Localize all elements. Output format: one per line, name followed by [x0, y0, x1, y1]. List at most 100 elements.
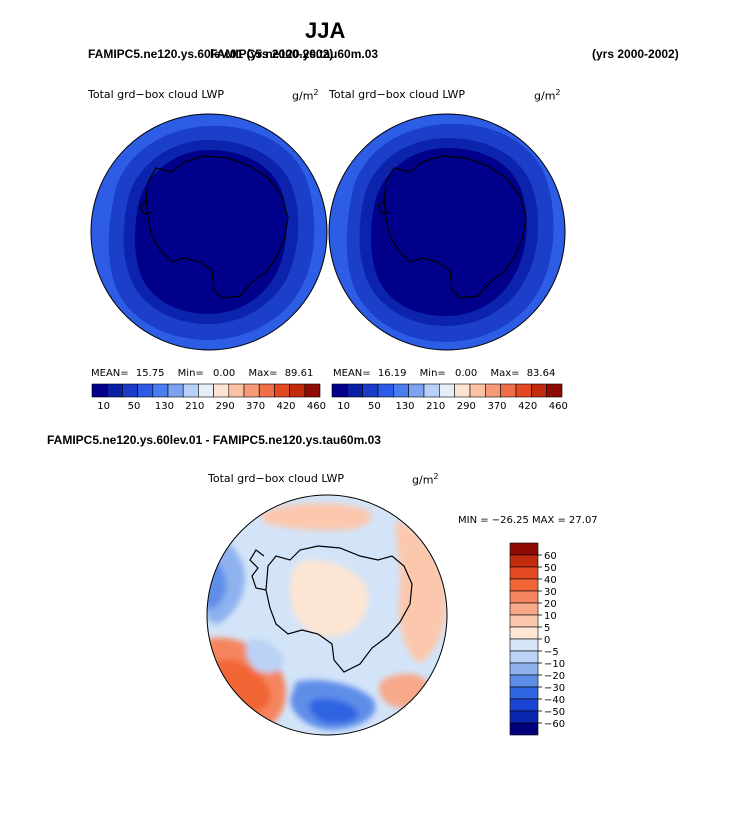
- colorbar-right-box-4: [393, 383, 409, 398]
- colorbar-right-box-9: [469, 383, 486, 398]
- colorbar-diff-box-2: [509, 566, 539, 580]
- map-left-peninsula: [139, 199, 153, 215]
- colorbar-right-tick-6: 420: [518, 401, 537, 412]
- map-diff: [206, 494, 448, 736]
- colorbar-right-box-3: [377, 383, 394, 398]
- colorbar-diff-box-11: [509, 674, 539, 688]
- left-max-value: 89.61: [284, 368, 314, 379]
- left-mean-label: MEAN=: [91, 368, 129, 379]
- case-title-top-overlap: FAMIPC5.ne120.ys.tau60m.03: [210, 47, 379, 61]
- colorbar-right-box-13: [531, 383, 547, 398]
- colorbar-right-box-2: [362, 383, 379, 398]
- map-left: [90, 113, 328, 351]
- map-right-peninsula: [377, 199, 391, 215]
- diff-var-label: Total grd−box cloud LWP: [208, 472, 344, 485]
- colorbar-right-tick-1: 50: [368, 401, 381, 412]
- colorbar-diff-box-14: [509, 710, 539, 724]
- colorbar-left-tick-3: 210: [185, 401, 204, 412]
- colorbar-diff-box-4: [509, 590, 539, 604]
- colorbar-right-tick-5: 370: [487, 401, 506, 412]
- colorbar-left-box-12: [274, 383, 290, 398]
- colorbar-diff-box-13: [509, 698, 539, 712]
- colorbar-left-tick-2: 130: [155, 401, 174, 412]
- right-min-value: 0.00: [454, 368, 478, 379]
- diff-minmax: MIN = −26.25 MAX = 27.07: [458, 515, 598, 526]
- left-stats: MEAN= 15.75 Min= 0.00 Max= 89.61: [91, 368, 313, 379]
- colorbar-diff-box-8: [509, 638, 539, 652]
- colorbar-right-box-5: [408, 383, 425, 398]
- map-diff-north-red: [262, 503, 372, 531]
- colorbar-diff-tick-14: −60: [544, 719, 565, 730]
- colorbar-diff-box-7: [509, 626, 539, 640]
- map-right: [328, 113, 566, 351]
- colorbar-diff-tick-5: 10: [544, 611, 557, 622]
- colorbar-diff-tick-11: −30: [544, 683, 565, 694]
- colorbar-diff-box-1: [509, 554, 539, 568]
- colorbar-left-box-7: [198, 383, 214, 398]
- map-diff-border: [206, 494, 448, 736]
- right-units-exp: 2: [555, 88, 561, 97]
- left-min-label: Min=: [177, 368, 204, 379]
- right-stats: MEAN= 16.19 Min= 0.00 Max= 83.64: [333, 368, 555, 379]
- map-right-border: [328, 113, 566, 351]
- colorbar-left-box-4: [152, 383, 169, 398]
- colorbar-diff-box-3: [509, 578, 539, 592]
- colorbar-diff-tick-12: −40: [544, 695, 565, 706]
- colorbar-left-tick-5: 370: [246, 401, 265, 412]
- right-min-label: Min=: [419, 368, 446, 379]
- colorbar-right-box-11: [500, 383, 517, 398]
- colorbar-diff-tick-2: 40: [544, 575, 557, 586]
- colorbar-left-tick-4: 290: [216, 401, 235, 412]
- map-diff-south-blue-strong: [309, 698, 359, 724]
- left-max-label: Max=: [248, 368, 278, 379]
- colorbar-right-box-14: [546, 383, 563, 398]
- map-right-coast: [383, 155, 527, 299]
- right-mean-value: 16.19: [377, 368, 407, 379]
- colorbar-left-box-14: [304, 383, 321, 398]
- colorbar-right-box-12: [515, 383, 532, 398]
- diff-units: g/m2: [412, 472, 439, 487]
- map-right-core: [371, 148, 527, 316]
- right-max-value: 83.64: [526, 368, 556, 379]
- left-units: g/m2: [292, 88, 319, 103]
- case-title-top: FAMIPC5.ne120.ys.60lev.01 (yrs 2000-2002…: [88, 47, 334, 61]
- colorbar-left-tick-7: 460: [307, 401, 326, 412]
- colorbar-right: 10 50 130 210 290 370 420 460: [331, 383, 568, 412]
- colorbar-diff-tick-4: 20: [544, 599, 557, 610]
- colorbar-diff-box-9: [509, 650, 539, 664]
- colorbar-diff-tick-7: 0: [544, 635, 550, 646]
- colorbar-right-tick-2: 130: [395, 401, 414, 412]
- left-units-exp: 2: [313, 88, 319, 97]
- map-diff-peninsula: [249, 549, 267, 591]
- colorbar-left-box-11: [258, 383, 275, 398]
- colorbar-right-tick-4: 290: [457, 401, 476, 412]
- colorbar-right-tick-3: 210: [426, 401, 445, 412]
- colorbar-diff-box-15: [509, 722, 539, 736]
- colorbar-left-box-0: [91, 383, 108, 398]
- left-var-label: Total grd−box cloud LWP: [88, 88, 224, 101]
- map-left-coast: [145, 155, 289, 299]
- right-mean-label: MEAN=: [333, 368, 371, 379]
- colorbar-right-box-1: [347, 383, 363, 398]
- colorbar-diff-box-6: [509, 614, 539, 628]
- colorbar-left-box-9: [228, 383, 245, 398]
- right-units: g/m2: [534, 88, 561, 103]
- colorbar-diff-box-5: [509, 602, 539, 616]
- colorbar-diff-box-10: [509, 662, 539, 676]
- colorbar-left-box-2: [122, 383, 138, 398]
- colorbar-diff-tick-9: −10: [544, 659, 565, 670]
- map-left-core: [135, 150, 287, 314]
- colorbar-right-box-6: [423, 383, 440, 398]
- colorbar-diff-tick-6: 5: [544, 623, 550, 634]
- colorbar-right-box-8: [454, 383, 471, 398]
- colorbar-left-box-1: [106, 383, 123, 398]
- map-diff-coast: [265, 545, 413, 673]
- map-diff-continent-red: [290, 560, 369, 637]
- left-min-value: 0.00: [212, 368, 236, 379]
- right-max-label: Max=: [490, 368, 520, 379]
- colorbar-diff-tick-10: −20: [544, 671, 565, 682]
- left-units-base: g/m: [292, 89, 314, 103]
- diff-units-base: g/m: [412, 473, 434, 487]
- colorbar-left-tick-6: 420: [276, 401, 295, 412]
- map-diff-rim-blue: [246, 639, 284, 673]
